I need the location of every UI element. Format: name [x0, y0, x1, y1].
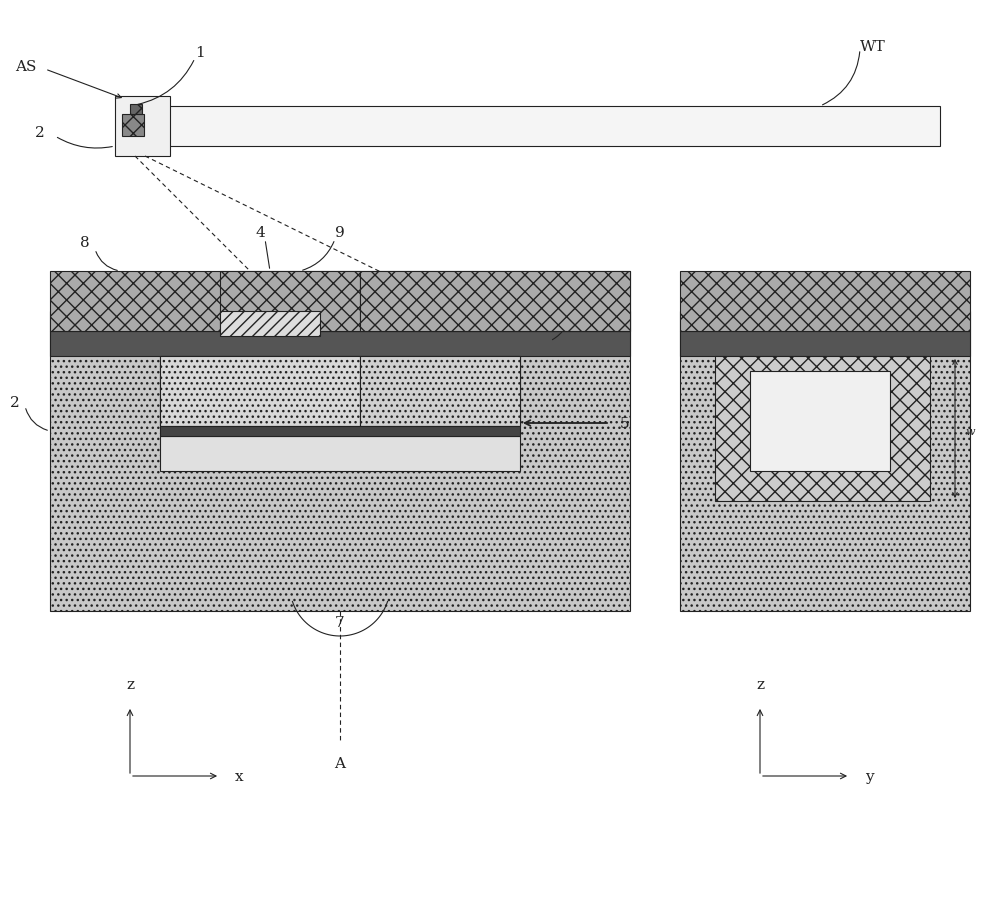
- Bar: [140, 107, 940, 147]
- Bar: [160, 356, 360, 426]
- Text: z: z: [126, 677, 134, 691]
- Bar: [680, 271, 970, 332]
- Text: y: y: [865, 769, 874, 783]
- Text: z: z: [756, 677, 764, 691]
- Text: 9: 9: [335, 226, 345, 240]
- Text: 4: 4: [255, 226, 265, 240]
- Bar: [680, 312, 970, 611]
- Bar: [160, 356, 520, 426]
- Bar: [220, 271, 360, 332]
- Bar: [130, 105, 142, 115]
- Text: 7: 7: [335, 615, 345, 630]
- Text: x: x: [235, 769, 244, 783]
- Bar: [50, 271, 630, 332]
- Bar: [360, 271, 630, 332]
- Bar: [680, 332, 970, 356]
- Text: 6: 6: [560, 296, 570, 310]
- Bar: [50, 312, 630, 611]
- Bar: [715, 356, 930, 501]
- Bar: [360, 356, 520, 426]
- Text: 2: 2: [35, 126, 45, 140]
- Text: 5: 5: [620, 416, 630, 431]
- Text: h₀: h₀: [835, 422, 847, 432]
- Text: A: A: [335, 756, 346, 770]
- Bar: [160, 426, 520, 436]
- Bar: [122, 115, 144, 137]
- Text: WT: WT: [860, 40, 886, 54]
- Text: 2: 2: [10, 395, 20, 410]
- Bar: [50, 332, 630, 356]
- Text: AS: AS: [15, 60, 36, 74]
- Bar: [220, 312, 320, 337]
- Text: 8: 8: [80, 236, 90, 250]
- Bar: [160, 436, 520, 472]
- Bar: [115, 97, 170, 157]
- Text: w: w: [965, 426, 974, 436]
- Text: 1: 1: [195, 46, 205, 60]
- Bar: [750, 372, 890, 472]
